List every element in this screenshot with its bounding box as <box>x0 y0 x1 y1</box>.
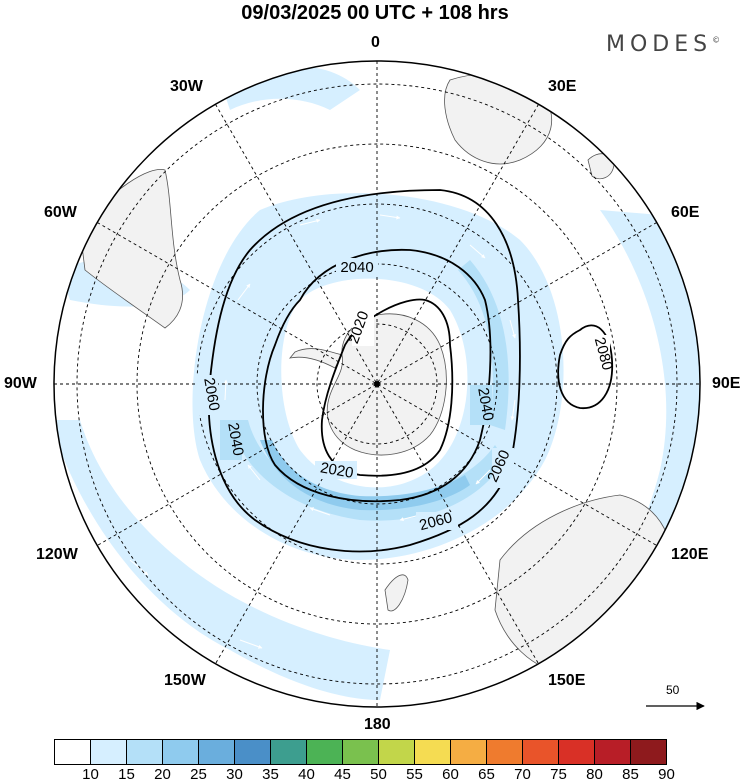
strong-wind-core <box>260 440 470 511</box>
new-zealand <box>384 574 409 612</box>
colorbar-box <box>342 739 379 765</box>
map-title: 09/03/2025 00 UTC + 108 hrs <box>241 2 509 24</box>
contour-label: 2040 <box>340 259 373 276</box>
lon-label-30w: 30W <box>170 78 203 95</box>
colorbar-box <box>558 739 595 765</box>
wind-vector <box>509 319 516 339</box>
colorbar-box <box>162 739 199 765</box>
latitude-circle <box>76 83 678 685</box>
lon-label-120w: 120W <box>36 546 78 563</box>
colorbar-box <box>522 739 559 765</box>
colorbar-tick-label: 40 <box>298 766 315 783</box>
colorbar-tick-label: 80 <box>586 766 603 783</box>
lon-label-90e: 90E <box>712 375 741 392</box>
colorbar-box <box>414 739 451 765</box>
wind-vector <box>299 218 321 226</box>
colorbar-tick-label: 75 <box>550 766 567 783</box>
map-content <box>54 66 700 700</box>
latitude-circle <box>316 323 438 445</box>
antarctic-peninsula <box>288 348 343 369</box>
lon-label-90w: 90W <box>4 375 37 392</box>
colorbar-tick-label: 45 <box>334 766 351 783</box>
wind-vector <box>629 299 639 319</box>
wind-vector <box>309 507 331 516</box>
south-pole-dot <box>374 381 380 387</box>
colorbar-box <box>90 739 127 765</box>
colorbar-tick-label: 20 <box>154 766 171 783</box>
wind-vector <box>510 399 516 421</box>
colorbar-box <box>198 739 235 765</box>
colorbar <box>54 739 667 765</box>
wind-vector <box>239 639 263 649</box>
colorbar-tick-label: 55 <box>406 766 423 783</box>
wind-vector <box>237 283 251 301</box>
colorbar-box <box>270 739 307 765</box>
colorbar-tick-label: 30 <box>226 766 243 783</box>
east-jet-band <box>458 260 509 430</box>
lon-label-30e: 30E <box>548 78 577 95</box>
colorbar-tick-label: 65 <box>478 766 495 783</box>
contour-label: 2060 <box>200 376 223 412</box>
colorbar-box <box>486 739 523 765</box>
contour-label: 2020 <box>319 459 355 482</box>
wind-vector <box>223 379 228 401</box>
colorbar-tick-label: 15 <box>118 766 135 783</box>
colorbar-box <box>450 739 487 765</box>
wind-vector <box>129 559 149 576</box>
colorbar-box <box>594 739 631 765</box>
colorbar-box <box>126 739 163 765</box>
wind-vectors <box>129 214 651 649</box>
colorbar-tick-label: 85 <box>622 766 639 783</box>
wind-vector <box>644 419 651 441</box>
lon-label-180: 180 <box>364 716 391 733</box>
contour-label: 2040 <box>474 386 497 422</box>
colorbar-tick-label: 25 <box>190 766 207 783</box>
contour-2040 <box>262 248 492 503</box>
colorbar-box <box>54 739 91 765</box>
colorbar-tick-label: 70 <box>514 766 531 783</box>
lon-label-120e: 120E <box>671 546 709 563</box>
wind-scale-value: 50 <box>666 683 680 697</box>
wind-vector <box>475 469 491 485</box>
colorbar-tick-label: 60 <box>442 766 459 783</box>
lon-label-60e: 60E <box>671 204 700 221</box>
colorbar-box <box>630 739 667 765</box>
south-america <box>79 168 183 329</box>
colorbar-tick-label: 90 <box>658 766 675 783</box>
wind-vector <box>469 244 486 259</box>
africa <box>444 73 553 165</box>
colorbar-tick-label: 10 <box>82 766 99 783</box>
australia <box>494 494 673 676</box>
west-wind-band <box>54 420 390 700</box>
copyright-mark: © <box>712 35 721 45</box>
latitude-circle <box>136 143 618 625</box>
lon-label-0: 0 <box>371 34 380 51</box>
modes-logo: MODES© <box>606 32 720 57</box>
map-boundary <box>53 60 701 708</box>
lon-label-150e: 150E <box>548 672 586 689</box>
lon-label-60w: 60W <box>44 204 77 221</box>
brand-text: MODES <box>606 32 713 57</box>
lon-label-150w: 150W <box>164 672 206 689</box>
colorbar-tick-label: 35 <box>262 766 279 783</box>
wind-vector <box>379 214 401 220</box>
wind-vector <box>247 464 261 481</box>
colorbar-box <box>378 739 415 765</box>
contour-label: 2040 <box>224 421 247 457</box>
contour-2020 <box>320 298 454 477</box>
colorbar-tick-label: 50 <box>370 766 387 783</box>
colorbar-box <box>234 739 271 765</box>
colorbar-box <box>306 739 343 765</box>
